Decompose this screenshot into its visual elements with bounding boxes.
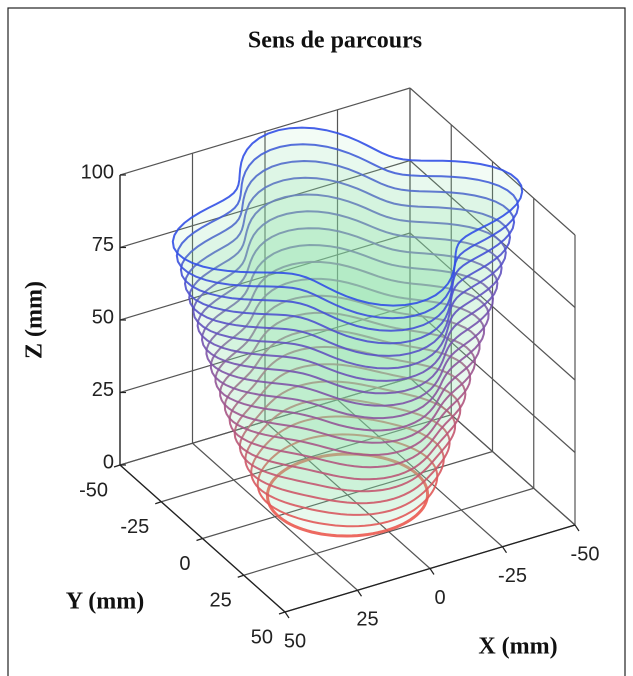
tick-mark (196, 537, 203, 542)
x-tick-label: 0 (434, 587, 445, 609)
x-axis-label: X (mm) (478, 634, 557, 660)
surface-band (245, 398, 450, 504)
toolpath-contour (200, 243, 495, 395)
surface-band (257, 434, 438, 527)
x-tick-label: 25 (356, 609, 378, 631)
toolpath-contour (219, 311, 476, 444)
toolpath-contour (265, 452, 430, 538)
y-tick-label: 25 (210, 590, 232, 612)
grid-line (119, 232, 411, 321)
toolpath-contour (188, 193, 507, 357)
toolpath-contour (238, 380, 457, 493)
y-tick-label: 0 (179, 553, 190, 575)
tick-mark (284, 611, 290, 619)
toolpath-contour (214, 294, 481, 432)
surface-band (180, 161, 515, 331)
tick-mark (237, 574, 244, 578)
grid-line (243, 487, 534, 576)
surface-band (185, 177, 510, 344)
surface-band (176, 144, 519, 319)
z-axis-label: Z (mm) (22, 281, 48, 359)
toolpath-contour (223, 328, 472, 457)
y-tick-label: -50 (79, 479, 108, 501)
toolpath-contour (192, 210, 503, 370)
x-tick-label: -25 (498, 565, 527, 587)
z-tick-label: 25 (92, 379, 114, 401)
grid-line (202, 450, 493, 540)
y-axis-label: Y (mm) (66, 589, 144, 615)
z-tick-label: 50 (92, 306, 114, 328)
tick-mark (574, 524, 580, 532)
frame (7, 7, 626, 676)
surface-band (267, 454, 428, 536)
x-tick-label: -50 (571, 543, 600, 565)
grid-line (409, 305, 576, 453)
toolpath-contour (171, 126, 524, 307)
surface-band (224, 329, 471, 455)
surface-band (220, 312, 475, 443)
toolpath-contour (233, 363, 462, 481)
grid-line (409, 87, 576, 236)
surface-band (172, 127, 523, 306)
tick-mark (113, 464, 121, 468)
toolpath-contour (205, 260, 490, 407)
surface-band (193, 211, 502, 369)
y-tick-label: 50 (251, 626, 273, 648)
z-tick-label: 75 (92, 234, 114, 256)
toolpath-contour (209, 277, 486, 420)
y-tick-label: -25 (120, 516, 149, 538)
tick-mark (155, 501, 162, 505)
grid-line (409, 232, 576, 381)
toolpath-contour (244, 397, 451, 505)
surface-band (189, 194, 506, 356)
tick-mark (278, 611, 286, 615)
x-tick-label: 50 (284, 630, 306, 652)
z-tick-label: 100 (81, 161, 114, 183)
tick-mark (502, 546, 507, 554)
tick-mark (429, 568, 435, 575)
toolpath-contour (196, 227, 499, 382)
grid-line (119, 87, 411, 176)
grid-line (161, 414, 452, 503)
toolpath-contour (179, 159, 516, 332)
grid-line (409, 160, 576, 308)
z-tick-label: 0 (103, 451, 114, 473)
surface-band (239, 381, 456, 492)
tick-mark (357, 589, 362, 597)
toolpath-contour (175, 143, 520, 320)
toolpath-contour (183, 176, 512, 345)
chart-title: Sens de parcours (248, 28, 422, 54)
